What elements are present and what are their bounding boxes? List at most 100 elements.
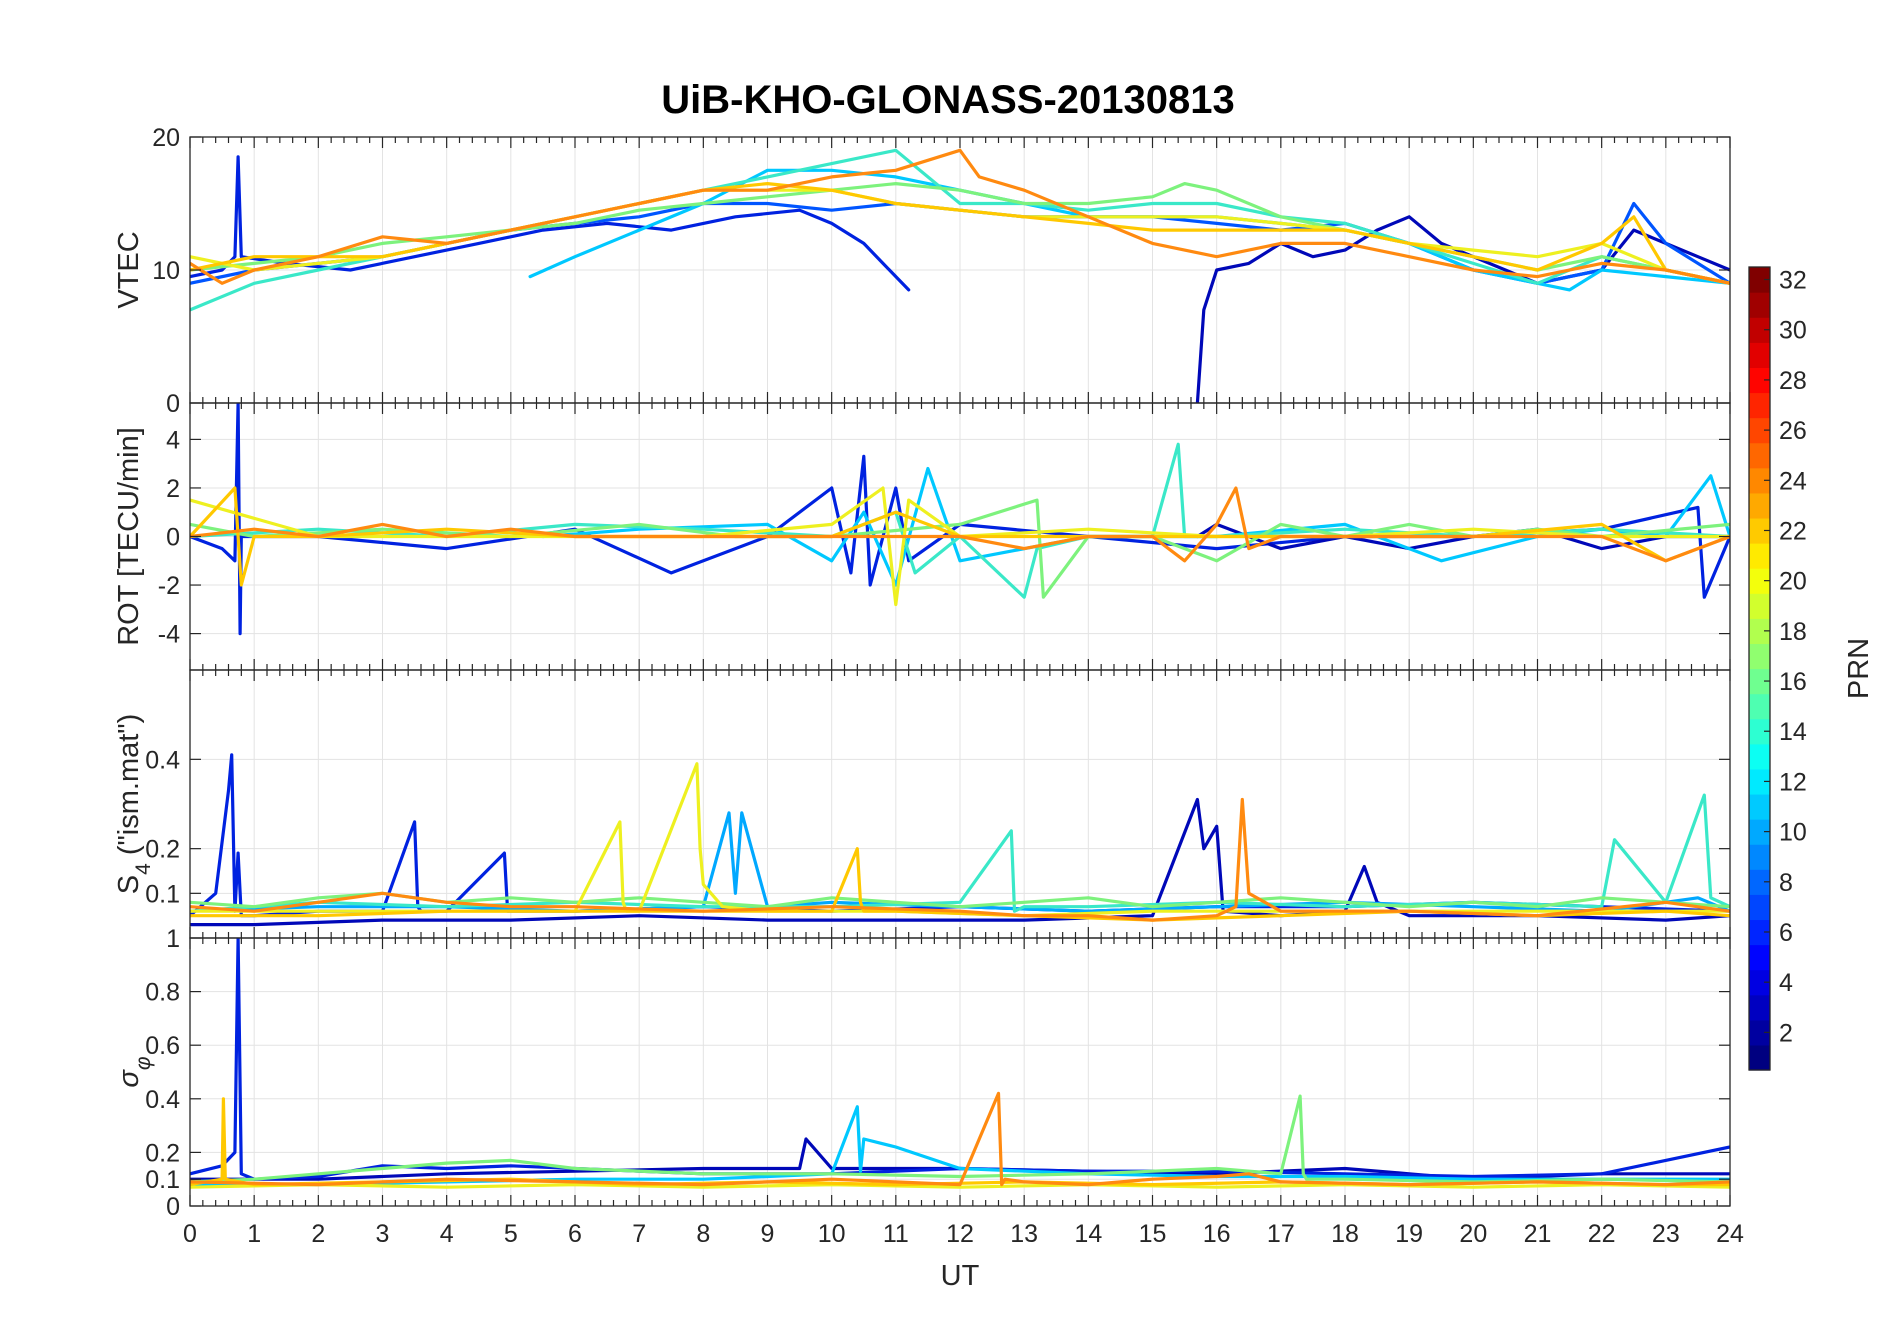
sigma-y-axis-label: σφ — [113, 1056, 155, 1088]
s4-y-tick-label: 0.4 — [145, 746, 180, 774]
colorbar-band — [1749, 944, 1770, 971]
vtec-series-group — [190, 148, 1730, 403]
s4-series-prn-14 — [190, 793, 1730, 913]
colorbar-tick-label: 18 — [1779, 618, 1807, 646]
x-tick-label: 18 — [1331, 1220, 1359, 1248]
colorbar-tick-label: 4 — [1779, 969, 1793, 997]
rot-series-prn-22 — [190, 486, 1730, 587]
colorbar-band — [1749, 869, 1770, 895]
rot-y-tick-label: 4 — [166, 426, 180, 454]
s4-y-tick-label: 0.1 — [145, 880, 180, 908]
x-tick-label: 13 — [1010, 1220, 1038, 1248]
colorbar-band — [1749, 919, 1770, 946]
x-tick-label: 19 — [1395, 1220, 1423, 1248]
colorbar-band — [1749, 267, 1770, 293]
s4-y-axis-label: S4 ("ism.mat") — [113, 714, 155, 895]
x-tick-label: 15 — [1139, 1220, 1167, 1248]
sigma-series-prn-20 — [190, 1182, 1730, 1189]
sigma-y-tick-label: 0.2 — [145, 1139, 180, 1167]
vtec-y-axis-label: VTEC — [113, 231, 145, 308]
sigma-y-tick-label: 1 — [166, 925, 180, 953]
colorbar-band — [1749, 1044, 1770, 1071]
sigma-series-prn-24 — [190, 1091, 1730, 1187]
colorbar-band — [1749, 618, 1770, 645]
colorbar-band — [1749, 517, 1770, 544]
x-tick-label: 6 — [568, 1220, 582, 1248]
x-tick-label: 20 — [1459, 1220, 1487, 1248]
s4-y-tick-label: 0.2 — [145, 836, 180, 864]
rot-series-prn-12 — [541, 466, 1730, 587]
panel-rot: -4 -2 0 2 4 ROT [TECU/min] — [113, 402, 1731, 671]
colorbar-tick-label: 24 — [1779, 467, 1807, 495]
vtec-y-tick-label: 10 — [152, 257, 180, 285]
colorbar-band — [1749, 492, 1770, 519]
x-tick-label: 16 — [1203, 1220, 1231, 1248]
colorbar-tick-label: 32 — [1779, 267, 1807, 295]
colorbar-band — [1749, 969, 1770, 996]
x-tick-label: 8 — [696, 1220, 710, 1248]
colorbar-band — [1749, 793, 1770, 820]
vtec-series-prn-3 — [1195, 215, 1730, 403]
chart-title: UiB-KHO-GLONASS-20130813 — [661, 78, 1235, 122]
colorbar-band — [1749, 367, 1770, 394]
colorbar-band — [1749, 819, 1770, 845]
x-tick-label: 2 — [311, 1220, 325, 1248]
colorbar-band — [1749, 543, 1770, 569]
sigma-series-group — [190, 938, 1730, 1189]
x-tick-label: 4 — [440, 1220, 454, 1248]
colorbar-tick-label: 12 — [1779, 768, 1807, 796]
panel-vtec: 0 10 20 VTEC — [113, 124, 1731, 418]
colorbar-tick-label: 22 — [1779, 517, 1807, 545]
colorbar-band — [1749, 844, 1770, 870]
colorbar-band — [1749, 894, 1770, 921]
colorbar-band — [1749, 292, 1770, 318]
panel-s4: 0.1 0.2 0.4S4 ("ism.mat") — [113, 669, 1731, 939]
sigma-y-tick-label: 0 — [166, 1193, 180, 1221]
x-tick-label: 10 — [818, 1220, 846, 1248]
colorbar-band — [1749, 1019, 1770, 1046]
sigma-y-tick-label: 0.6 — [145, 1032, 180, 1060]
x-axis-label: UT — [941, 1260, 980, 1292]
x-tick-label: 11 — [883, 1220, 909, 1248]
x-tick-label: 7 — [632, 1220, 646, 1248]
vtec-series-prn-24 — [190, 148, 1730, 285]
s4-series-prn-24 — [190, 797, 1730, 922]
sigma-y-tick-label: 0.1 — [145, 1166, 180, 1194]
rot-series-prn-14 — [190, 442, 1730, 599]
rot-y-tick-label: 2 — [166, 475, 180, 503]
x-tick-label: 21 — [1524, 1220, 1552, 1248]
colorbar-tick-label: 10 — [1779, 819, 1807, 847]
colorbar-tick-label: 30 — [1779, 317, 1807, 345]
s4-series-group — [190, 753, 1730, 927]
colorbar-tick-label: 20 — [1779, 568, 1807, 596]
x-tick-label: 9 — [761, 1220, 775, 1248]
colorbar-band — [1749, 718, 1770, 745]
colorbar-band — [1749, 593, 1770, 619]
colorbar-tick-label: 8 — [1779, 869, 1793, 897]
sigma-y-tick-label: 0.4 — [145, 1086, 180, 1114]
colorbar-band — [1749, 317, 1770, 343]
colorbar-band — [1749, 342, 1770, 368]
colorbar-label: PRN — [1843, 638, 1875, 699]
colorbar-frame — [1748, 266, 1771, 1071]
colorbar-band — [1749, 668, 1770, 695]
colorbar-band — [1749, 743, 1770, 770]
colorbar-band — [1749, 442, 1770, 469]
rot-y-tick-label: -4 — [158, 621, 180, 649]
colorbar-band — [1749, 643, 1770, 670]
x-tick-label: 17 — [1267, 1220, 1295, 1248]
colorbar-band — [1749, 467, 1770, 494]
x-tick-label: 1 — [247, 1220, 261, 1248]
vtec-y-tick-label: 0 — [166, 390, 180, 418]
rot-series-prn-20 — [190, 486, 1730, 607]
x-tick-label: 0 — [183, 1220, 197, 1248]
x-tick-label: 14 — [1074, 1220, 1102, 1248]
colorbar-tick-label: 2 — [1779, 1019, 1793, 1047]
colorbar-band — [1749, 768, 1770, 795]
colorbar-tick-label: 28 — [1779, 367, 1807, 395]
x-tick-label: 23 — [1652, 1220, 1680, 1248]
